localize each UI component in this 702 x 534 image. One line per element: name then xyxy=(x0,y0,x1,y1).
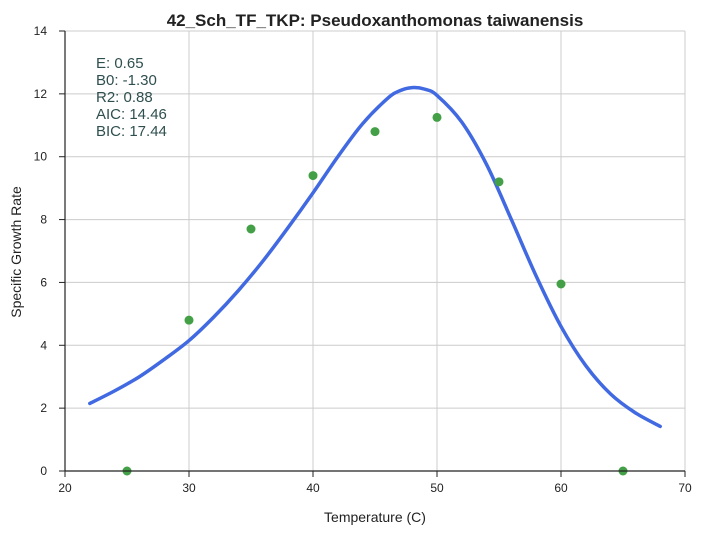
y-axis-label: Specific Growth Rate xyxy=(8,186,24,318)
y-tick-label: 4 xyxy=(40,338,47,352)
stat-e: E: 0.65 xyxy=(96,55,144,72)
data-points xyxy=(122,112,628,476)
data-point xyxy=(370,127,380,137)
stat-aic: AIC: 14.46 xyxy=(96,106,167,123)
x-tick-label: 30 xyxy=(182,481,196,495)
y-tick-label: 14 xyxy=(34,24,48,38)
data-point xyxy=(308,171,318,181)
x-tick-label: 60 xyxy=(554,481,568,495)
x-tick-label: 20 xyxy=(58,481,72,495)
data-point xyxy=(432,112,442,122)
x-tick-label: 50 xyxy=(430,481,444,495)
chart-title: 42_Sch_TF_TKP: Pseudoxanthomonas taiwane… xyxy=(167,11,584,30)
stat-r2: R2: 0.88 xyxy=(96,89,153,106)
y-tick-label: 10 xyxy=(34,150,48,164)
y-axis-ticks: 0 2 4 6 8 10 12 14 xyxy=(34,24,65,478)
data-point xyxy=(184,315,194,325)
y-tick-label: 0 xyxy=(40,464,47,478)
x-axis-label: Temperature (C) xyxy=(324,509,426,525)
x-tick-label: 70 xyxy=(678,481,692,495)
x-tick-label: 40 xyxy=(306,481,320,495)
fit-curve-line xyxy=(88,85,662,429)
plot-background xyxy=(65,31,685,471)
data-point xyxy=(494,177,504,187)
y-tick-label: 6 xyxy=(40,275,47,289)
fit-statistics: E: 0.65 B0: -1.30 R2: 0.88 AIC: 14.46 BI… xyxy=(96,55,167,140)
stat-b0: B0: -1.30 xyxy=(96,72,157,89)
y-tick-label: 8 xyxy=(40,213,47,227)
stat-bic: BIC: 17.44 xyxy=(96,123,167,140)
data-point xyxy=(556,279,566,289)
y-tick-label: 12 xyxy=(34,87,48,101)
data-point xyxy=(246,224,256,234)
y-tick-label: 2 xyxy=(40,401,47,415)
x-axis-ticks: 20 30 40 50 60 70 xyxy=(58,471,692,495)
grid-lines xyxy=(65,30,686,471)
